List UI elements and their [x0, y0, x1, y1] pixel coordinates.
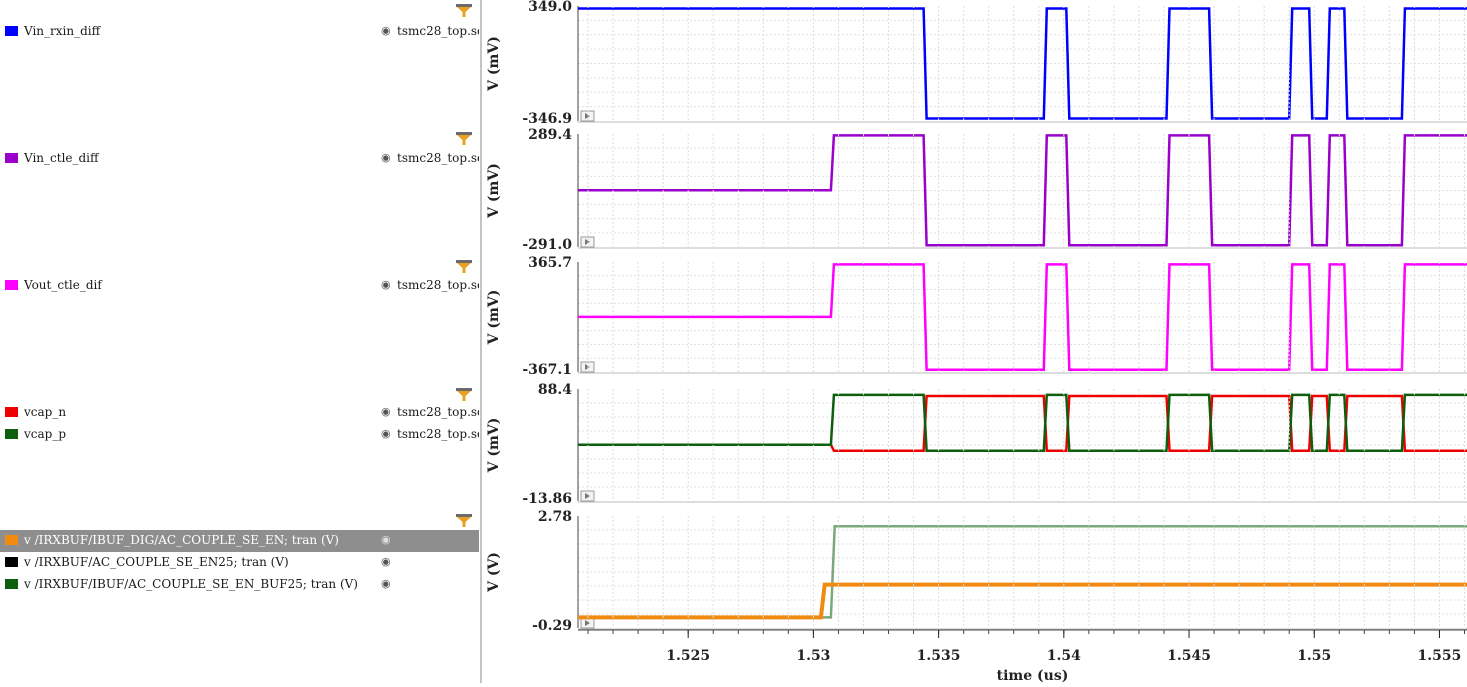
visibility-eye-icon[interactable]: ◉: [381, 405, 391, 418]
signal-row[interactable]: Vin_ctle_diff ◉ tsmc28_top.sch: [0, 148, 479, 170]
signal-row[interactable]: v /IRXBUF/AC_COUPLE_SE_EN25; tran (V) ◉: [0, 552, 479, 574]
signal-name: Vout_ctle_dif: [24, 278, 102, 292]
filter-icon[interactable]: [456, 130, 472, 145]
waveform-trace: [578, 394, 1467, 453]
signal-row[interactable]: vcap_p ◉ tsmc28_top.sch: [0, 424, 479, 446]
y-axis-label: V (mV): [486, 418, 502, 474]
x-tick-label: 1.54: [1047, 648, 1081, 664]
visibility-eye-icon[interactable]: ◉: [381, 278, 391, 291]
color-swatch: [5, 535, 18, 545]
signal-source: tsmc28_top.sch: [397, 151, 479, 165]
waveform-trace: [578, 582, 1467, 620]
y-axis-label: V (V): [486, 552, 502, 593]
signal-row[interactable]: v /IRXBUF/IBUF/AC_COUPLE_SE_EN_BUF25; tr…: [0, 574, 479, 596]
color-swatch: [5, 280, 18, 290]
visibility-eye-icon[interactable]: ◉: [381, 427, 391, 440]
y-max-label: 289.4: [528, 127, 572, 143]
y-axis-label: V (mV): [486, 163, 502, 219]
play-icon: [585, 620, 590, 626]
visibility-eye-icon[interactable]: ◉: [381, 24, 391, 37]
signal-list-panel: Vin_rxin_diff◉tsmc28_top.schVin_ctle_dif…: [0, 0, 479, 683]
y-max-label: 365.7: [528, 255, 572, 271]
visibility-eye-icon[interactable]: ◉: [381, 533, 391, 546]
waveform-svg: 349.0 -346.9 V (mV) 289.4 -291.0 V (mV) 365.7 -…: [486, 0, 1467, 684]
subplot: 88.4 -13.86 V (mV): [486, 382, 1467, 507]
y-max-label: 2.78: [538, 509, 572, 525]
visibility-eye-icon[interactable]: ◉: [381, 577, 391, 590]
waveform-trace: [578, 263, 1467, 371]
x-tick-label: 1.525: [666, 648, 710, 664]
signal-name: vcap_p: [24, 427, 67, 441]
signal-name: Vin_ctle_diff: [24, 151, 99, 165]
color-swatch: [5, 579, 18, 589]
x-axis-label: time (us): [997, 668, 1069, 683]
x-axis: 1.525 1.53 1.535 1.54 1.545 1.55 1.555 time (us…: [578, 629, 1467, 684]
subplot: 349.0 -346.9 V (mV): [486, 0, 1467, 127]
signal-source: tsmc28_top.sch: [397, 405, 479, 419]
y-min-label: -367.1: [522, 362, 572, 378]
signal-row[interactable]: Vout_ctle_dif ◉ tsmc28_top.sch: [0, 275, 479, 297]
color-swatch: [5, 407, 18, 417]
visibility-eye-icon[interactable]: ◉: [381, 151, 391, 164]
waveform-trace: [578, 393, 1467, 453]
subplot: 365.7 -367.1 V (mV): [486, 255, 1467, 378]
x-tick-label: 1.545: [1167, 648, 1211, 664]
visibility-eye-icon[interactable]: ◉: [381, 555, 391, 568]
waveform-plot-area: 349.0 -346.9 V (mV) 289.4 -291.0 V (mV) 365.7 -…: [482, 0, 1467, 684]
subplot: 2.78 -0.29 V (V): [486, 509, 1467, 634]
signal-source: tsmc28_top.sch: [397, 24, 479, 38]
color-swatch: [5, 26, 18, 36]
waveform-trace: [578, 134, 1467, 247]
waveform-trace: [578, 7, 1467, 120]
subplot: 289.4 -291.0 V (mV): [486, 127, 1467, 253]
filter-icon[interactable]: [456, 2, 472, 17]
play-icon: [585, 113, 590, 119]
y-min-label: -346.9: [522, 111, 572, 127]
color-swatch: [5, 429, 18, 439]
y-min-label: -291.0: [522, 237, 572, 253]
signal-row[interactable]: v /IRXBUF/IBUF_DIG/AC_COUPLE_SE_EN; tran…: [0, 530, 479, 552]
signal-name: v /IRXBUF/IBUF/AC_COUPLE_SE_EN_BUF25; tr…: [24, 577, 358, 591]
x-tick-label: 1.53: [796, 648, 830, 664]
y-min-label: -0.29: [532, 618, 572, 634]
signal-source: tsmc28_top.sch: [397, 427, 479, 441]
y-axis-label: V (mV): [486, 290, 502, 346]
y-axis-label: V (mV): [486, 36, 502, 92]
x-tick-label: 1.535: [917, 648, 961, 664]
filter-icon[interactable]: [456, 258, 472, 273]
signal-row[interactable]: Vin_rxin_diff ◉ tsmc28_top.sch: [0, 21, 479, 43]
color-swatch: [5, 557, 18, 567]
y-max-label: 88.4: [538, 382, 572, 398]
x-tick-label: 1.55: [1297, 648, 1331, 664]
signal-name: Vin_rxin_diff: [24, 24, 101, 38]
signal-name: vcap_n: [24, 405, 67, 419]
panel-divider[interactable]: [480, 0, 482, 683]
y-min-label: -13.86: [522, 491, 572, 507]
play-icon: [585, 364, 590, 370]
y-max-label: 349.0: [528, 0, 572, 15]
color-swatch: [5, 153, 18, 163]
filter-icon[interactable]: [456, 386, 472, 401]
signal-name: v /IRXBUF/IBUF_DIG/AC_COUPLE_SE_EN; tran…: [24, 533, 339, 547]
signal-name: v /IRXBUF/AC_COUPLE_SE_EN25; tran (V): [24, 555, 289, 569]
play-icon: [585, 239, 590, 245]
filter-icon[interactable]: [456, 512, 472, 527]
play-icon: [585, 493, 590, 499]
x-tick-label: 1.555: [1418, 648, 1462, 664]
signal-row[interactable]: vcap_n ◉ tsmc28_top.sch: [0, 402, 479, 424]
signal-source: tsmc28_top.sch: [397, 278, 479, 292]
